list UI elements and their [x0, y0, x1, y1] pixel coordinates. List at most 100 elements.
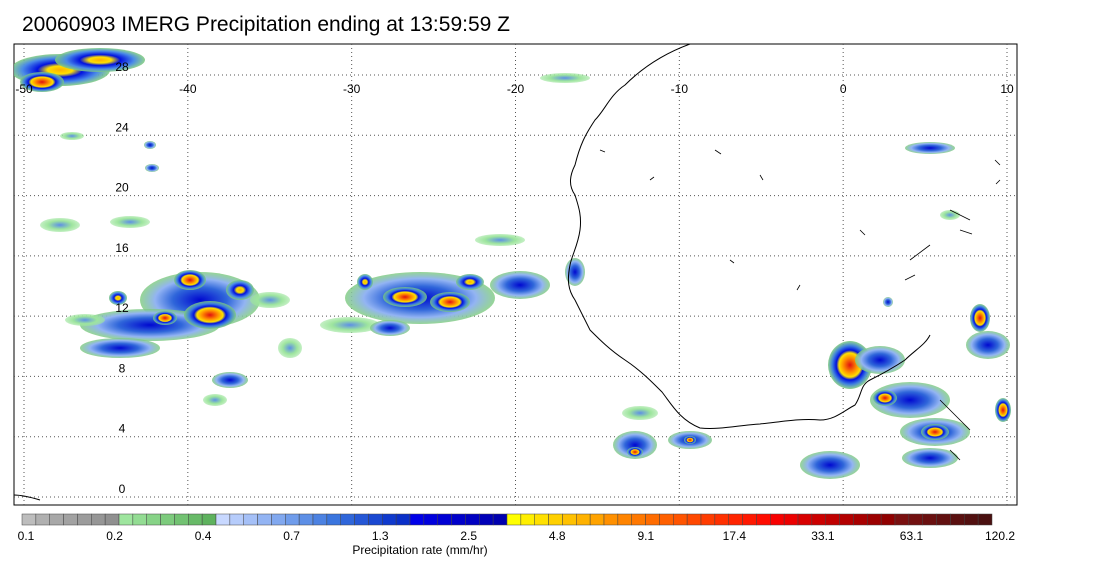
- colorbar-swatch: [63, 513, 78, 526]
- storm-cell: [902, 448, 958, 468]
- colorbar-swatch: [950, 513, 965, 526]
- colorbar-swatch: [894, 513, 910, 526]
- longitude-labels: -50 -40 -30 -20 -10 0 10: [15, 82, 1014, 96]
- storm-cell: [109, 291, 127, 305]
- longitude-label: -50: [15, 82, 33, 96]
- colorbar-swatch: [49, 513, 64, 526]
- storm-cell: [370, 320, 410, 336]
- storm-cell: [145, 164, 159, 172]
- colorbar-label: 0.2: [106, 529, 123, 543]
- storm-cell: [627, 447, 643, 457]
- colorbar-label: 120.2: [984, 529, 1016, 543]
- latitude-label: 20: [115, 181, 129, 195]
- colorbar-swatch: [437, 513, 452, 526]
- colorbar-swatch: [479, 513, 494, 526]
- storm-cell: [475, 234, 525, 246]
- colorbar-swatch: [257, 513, 272, 526]
- storm-cell: [110, 216, 150, 228]
- colorbar-swatch: [118, 513, 134, 526]
- colorbar-swatch: [686, 513, 702, 526]
- colorbar-swatch: [700, 513, 716, 526]
- latitude-label: 0: [119, 482, 126, 496]
- storm-cell: [278, 338, 302, 358]
- colorbar-swatch: [867, 513, 882, 526]
- storm-cell: [995, 398, 1011, 422]
- colorbar-swatch: [21, 513, 37, 526]
- storm-cell: [490, 271, 550, 299]
- latitude-label: 24: [115, 120, 129, 134]
- colorbar-swatch: [783, 513, 799, 526]
- colorbar-swatch: [576, 513, 591, 526]
- colorbar-swatch: [922, 513, 937, 526]
- colorbar-swatch: [229, 513, 244, 526]
- longitude-label: -10: [671, 82, 689, 96]
- storm-cell: [40, 218, 80, 232]
- storm-cell: [203, 394, 227, 406]
- colorbar-swatch: [811, 513, 826, 526]
- colorbar-swatch: [631, 513, 646, 526]
- colorbar-swatch: [174, 513, 189, 526]
- storm-cell: [65, 314, 105, 326]
- colorbar-swatch: [825, 513, 840, 526]
- colorbar-swatch: [382, 513, 397, 526]
- latitude-label: 4: [119, 422, 126, 436]
- storm-cell: [684, 436, 696, 444]
- colorbar-swatch: [936, 513, 951, 526]
- colorbar-swatch: [423, 513, 438, 526]
- storm-cell: [540, 73, 590, 83]
- colorbar-swatch: [589, 513, 605, 526]
- colorbar-swatch: [271, 513, 286, 526]
- storm-cell: [800, 451, 860, 479]
- colorbar-label: 17.4: [722, 529, 747, 543]
- colorbar-swatch: [964, 513, 979, 526]
- colorbar-swatch: [132, 513, 147, 526]
- storm-cell: [883, 297, 893, 307]
- gridlines: [14, 44, 1017, 505]
- storm-cell: [613, 431, 657, 459]
- colorbar-swatch: [506, 513, 522, 526]
- colorbar-swatch: [756, 513, 771, 526]
- storm-cell: [212, 372, 248, 388]
- colorbar-label: 0.4: [194, 529, 212, 543]
- rivers-borders: [599, 149, 1001, 461]
- colorbar-swatch: [673, 513, 688, 526]
- colorbar-swatch: [35, 513, 50, 526]
- colorbar-swatch: [395, 513, 411, 526]
- colorbar-swatch: [298, 513, 314, 526]
- colorbar-label: 1.3: [371, 529, 389, 543]
- storm-cell: [940, 210, 960, 220]
- storm-cell: [855, 346, 905, 374]
- colorbar-swatch: [451, 513, 466, 526]
- colorbar-label: 4.8: [548, 529, 566, 543]
- colorbar-swatch: [326, 513, 341, 526]
- latitude-labels: 28 24 20 16 12 8 4 0: [115, 60, 129, 496]
- colorbar-swatch: [770, 513, 785, 526]
- colorbar-label: 0.7: [283, 529, 300, 543]
- storm-cell: [226, 280, 254, 300]
- colorbar-swatch: [285, 513, 300, 526]
- colorbar-swatch: [201, 513, 217, 526]
- storm-cell: [184, 301, 236, 329]
- colorbar-swatch: [880, 513, 896, 526]
- colorbar-title: Precipitation rate (mm/hr): [352, 543, 488, 557]
- colorbar-swatch: [562, 513, 577, 526]
- colorbar-label: 2.5: [460, 529, 478, 543]
- storm-cell: [565, 258, 585, 286]
- colorbar-swatch: [91, 513, 106, 526]
- colorbar-swatch: [603, 513, 619, 526]
- storm-cell: [357, 274, 373, 290]
- storm-cell: [55, 48, 145, 72]
- colorbar-swatch: [243, 513, 258, 526]
- map-title: 20060903 IMERG Precipitation ending at 1…: [22, 13, 510, 36]
- colorbar-swatch: [215, 513, 231, 526]
- colorbar-swatch: [188, 513, 203, 526]
- colorbar-swatch: [659, 513, 674, 526]
- storm-cell: [905, 142, 955, 154]
- longitude-label: 0: [840, 82, 847, 96]
- colorbar-swatch: [977, 513, 993, 526]
- storm-cell: [20, 72, 64, 92]
- colorbar-swatch: [714, 513, 729, 526]
- storm-cell: [144, 141, 156, 149]
- storm-cell: [430, 292, 470, 312]
